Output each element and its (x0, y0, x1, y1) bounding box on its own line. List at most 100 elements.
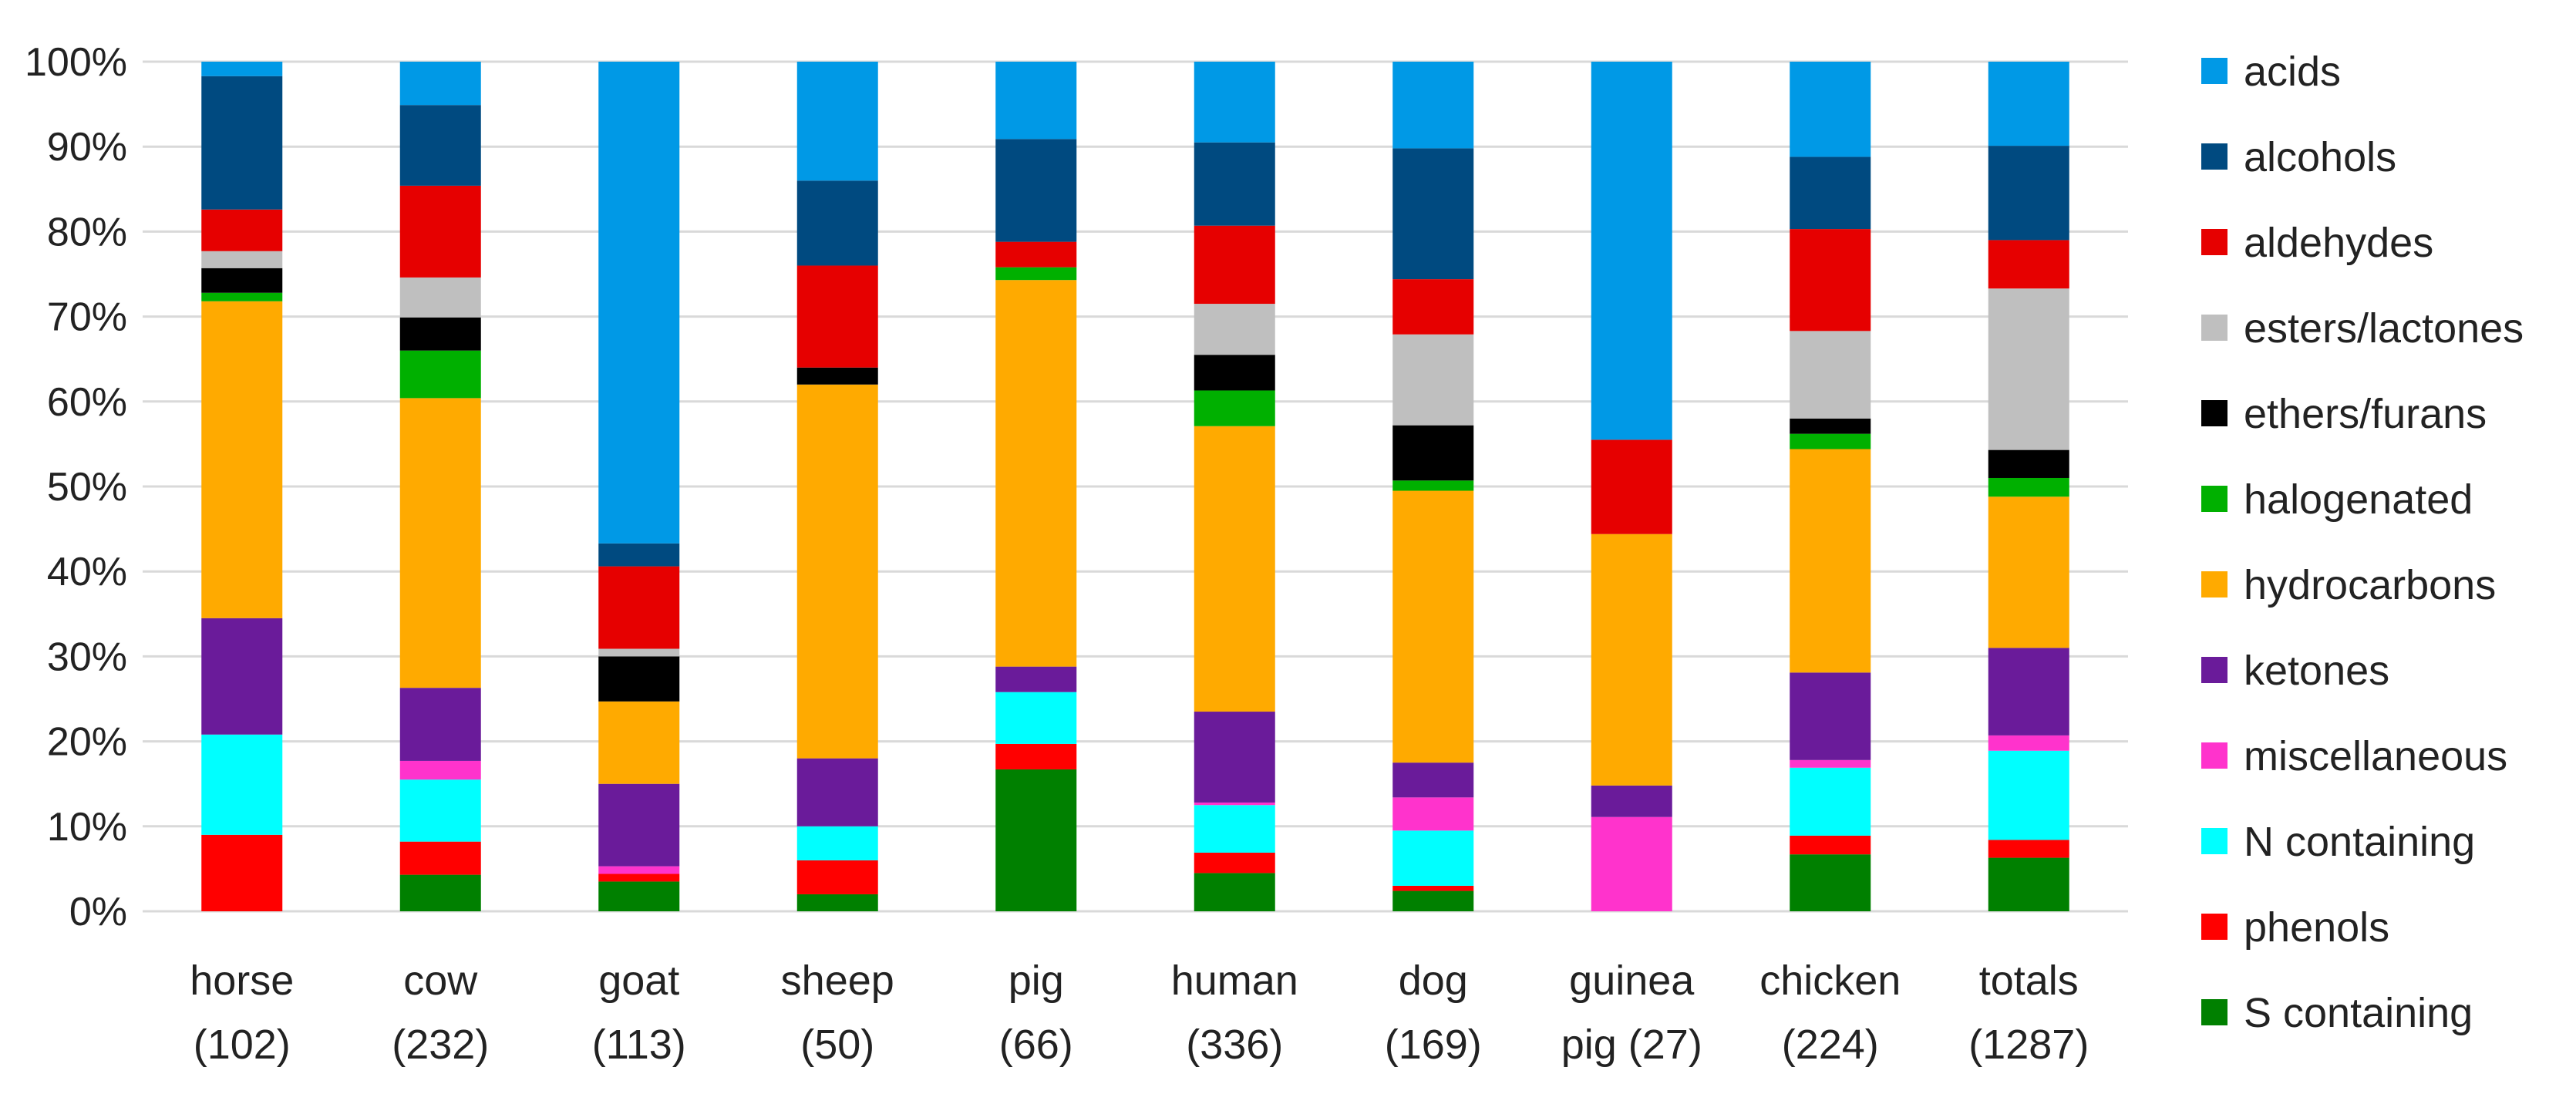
bar-segment-miscellaneous (598, 866, 680, 874)
legend-swatch (2201, 742, 2227, 769)
bar-segment-halogenated (1392, 480, 1474, 491)
bar-segment-n-containing (796, 826, 878, 860)
bar-stacks (201, 62, 2069, 911)
legend-swatch (2201, 58, 2227, 84)
bar-segment-ketones (1988, 648, 2069, 736)
legend-entry: aldehydes (2201, 220, 2433, 266)
bar-segment-ethers-furans (201, 268, 283, 293)
bar-segment-ketones (598, 783, 680, 867)
x-category-label: (1287) (1968, 1022, 2089, 1068)
x-category-label: human (1171, 958, 1298, 1004)
bar-segment-s-containing (1194, 873, 1275, 911)
bar-segment-n-containing (1988, 750, 2069, 840)
bar-segment-n-containing (399, 779, 481, 842)
bar-segment-acids (796, 62, 878, 181)
legend-entry: phenols (2201, 904, 2389, 951)
legend-label: alcohols (2244, 134, 2396, 180)
bar-segment-alcohols (1392, 148, 1474, 280)
bar-segment-esters-lactones (1988, 288, 2069, 450)
bar-segment-aldehydes (1591, 439, 1672, 534)
bar-segment-phenols (1194, 852, 1275, 874)
bar-segment-halogenated (1790, 433, 1871, 449)
legend-label: aldehydes (2244, 220, 2433, 266)
bar-segment-s-containing (995, 769, 1077, 911)
bar-segment-n-containing (1790, 767, 1871, 836)
bar-segment-ketones (1591, 785, 1672, 817)
y-tick-label: 0% (69, 890, 127, 934)
bar-segment-acids (1194, 62, 1275, 143)
bar-segment-hydrocarbons (796, 384, 878, 759)
legend-swatch (2201, 229, 2227, 255)
bar-segment-esters-lactones (399, 277, 481, 318)
bar-stack-dog (1392, 62, 1474, 911)
bar-segment-phenols (201, 834, 283, 911)
legend-label: esters/lactones (2244, 305, 2524, 352)
x-category-label: chicken (1759, 958, 1901, 1004)
legend-swatch (2201, 914, 2227, 940)
bar-segment-ketones (1392, 762, 1474, 798)
bar-segment-miscellaneous (1591, 816, 1672, 911)
legend-entry: S containing (2201, 990, 2473, 1036)
legend-label: halogenated (2244, 476, 2473, 523)
bar-segment-s-containing (598, 881, 680, 911)
bar-segment-halogenated (1194, 390, 1275, 426)
bar-segment-s-containing (796, 894, 878, 911)
bar-segment-acids (1790, 62, 1871, 157)
bar-segment-ketones (399, 688, 481, 761)
bar-segment-ethers-furans (796, 367, 878, 385)
bar-segment-hydrocarbons (1194, 426, 1275, 712)
bar-segment-phenols (796, 860, 878, 894)
bar-segment-acids (1988, 62, 2069, 146)
bar-stack-sheep (796, 62, 878, 911)
legend-swatch (2201, 999, 2227, 1025)
legend-entry: esters/lactones (2201, 305, 2524, 352)
bar-segment-hydrocarbons (1988, 497, 2069, 648)
x-axis-category-labels: horse (102) cow (232) goat (113) sheep (50) pig (… (190, 958, 2089, 1068)
bar-segment-s-containing (1988, 857, 2069, 911)
bar-segment-s-containing (1392, 890, 1474, 911)
bar-segment-miscellaneous (1790, 759, 1871, 768)
bar-segment-ethers-furans (399, 317, 481, 351)
bar-segment-n-containing (995, 692, 1077, 744)
legend-label: hydrocarbons (2244, 562, 2496, 608)
bar-segment-hydrocarbons (995, 280, 1077, 667)
x-category-label: (50) (800, 1022, 874, 1068)
x-category-label: goat (598, 958, 679, 1004)
bar-segment-phenols (1988, 840, 2069, 858)
bar-segment-phenols (598, 874, 680, 882)
bar-segment-hydrocarbons (598, 701, 680, 784)
x-category-label: (113) (592, 1022, 686, 1068)
x-category-label: (336) (1186, 1022, 1283, 1068)
bar-segment-alcohols (995, 139, 1077, 242)
bar-segment-ketones (796, 758, 878, 826)
legend-swatch (2201, 143, 2227, 170)
bar-segment-n-containing (1194, 805, 1275, 853)
y-tick-label: 60% (47, 380, 127, 425)
bar-segment-miscellaneous (1988, 735, 2069, 751)
y-tick-label: 70% (47, 295, 127, 340)
x-category-label: sheep (781, 958, 894, 1004)
x-category-label: horse (190, 958, 294, 1004)
bar-segment-halogenated (399, 350, 481, 399)
bar-segment-aldehydes (1790, 229, 1871, 332)
legend-label: S containing (2244, 990, 2473, 1036)
bar-segment-phenols (399, 841, 481, 875)
legend-swatch (2201, 315, 2227, 341)
bar-segment-alcohols (201, 76, 283, 210)
legend-label: acids (2244, 49, 2341, 95)
bar-segment-ethers-furans (598, 656, 680, 702)
bar-segment-n-containing (201, 734, 283, 835)
bar-segment-halogenated (995, 267, 1077, 281)
legend-entry: N containing (2201, 819, 2475, 865)
bar-segment-esters-lactones (598, 648, 680, 657)
bar-segment-ethers-furans (1392, 425, 1474, 481)
legend-entry: ethers/furans (2201, 391, 2487, 437)
y-tick-label: 10% (47, 805, 127, 850)
bar-stack-horse (201, 62, 283, 911)
bar-segment-halogenated (201, 292, 283, 301)
bar-segment-miscellaneous (1194, 802, 1275, 806)
bar-segment-alcohols (399, 105, 481, 186)
legend-swatch (2201, 571, 2227, 597)
bar-segment-hydrocarbons (399, 398, 481, 688)
bar-stack-human (1194, 62, 1275, 911)
